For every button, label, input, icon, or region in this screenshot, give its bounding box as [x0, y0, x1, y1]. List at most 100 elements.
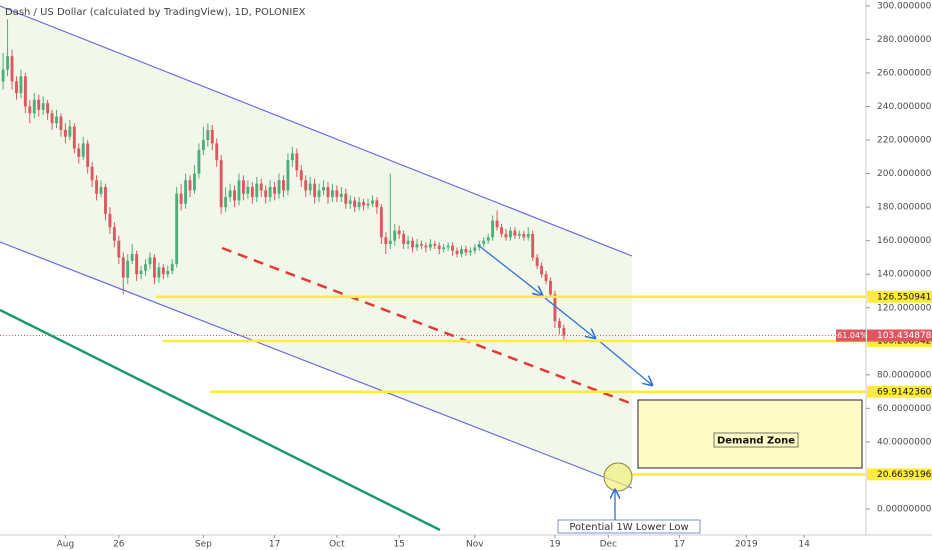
y-tick-label: 80.00000000	[877, 370, 932, 380]
candle-body	[553, 294, 557, 322]
candle-body	[304, 180, 308, 191]
candle-body	[90, 166, 94, 181]
candle-body	[228, 190, 232, 198]
candle-body	[437, 245, 441, 250]
candle-body	[1, 69, 5, 82]
candle-body	[108, 213, 112, 228]
candle-body	[50, 113, 54, 124]
candle-body	[255, 183, 259, 198]
candle-body	[68, 126, 72, 137]
candle-body	[215, 143, 219, 161]
candle-body	[201, 140, 205, 151]
x-tick-label: Oct	[329, 540, 345, 550]
candle-body	[526, 233, 530, 238]
arrow	[597, 339, 652, 385]
channel-upper	[0, 5, 633, 257]
y-tick-label: 160.00000000	[877, 236, 932, 246]
y-tick-label: 260.00000000	[877, 68, 932, 78]
candle-body	[6, 56, 10, 70]
level-label: 20.66391969	[877, 470, 932, 480]
candle-body	[397, 230, 401, 234]
candle-body	[117, 240, 121, 258]
candle-body	[406, 240, 410, 245]
x-tick-label: 17	[674, 540, 685, 550]
candle-body	[259, 183, 263, 191]
channel-lower	[0, 241, 633, 489]
candle-body	[540, 265, 544, 275]
candle-body	[28, 106, 32, 114]
highlight-circle	[603, 462, 633, 492]
candle-body	[411, 240, 414, 248]
candle-body	[500, 227, 503, 234]
candle-body	[37, 99, 41, 110]
y-tick-label: 180.00000000	[877, 203, 932, 213]
candle-body	[219, 160, 223, 208]
candle-body	[295, 153, 299, 171]
y-tick-label: 280.00000000	[877, 35, 932, 45]
candle-body	[424, 245, 428, 248]
candle-body	[486, 237, 490, 241]
candle-body	[460, 249, 463, 255]
candle-body	[473, 247, 477, 251]
candle-body	[348, 200, 352, 204]
candle-body	[495, 220, 499, 228]
candle-body	[531, 233, 535, 258]
candle-body	[59, 116, 63, 130]
candle-body	[179, 193, 183, 204]
candle-body	[139, 270, 143, 275]
y-tick-label: 240.00000000	[877, 102, 932, 112]
channel-fill	[0, 6, 632, 488]
candle-body	[23, 76, 27, 107]
candle-body	[246, 186, 250, 194]
candle-body	[326, 186, 330, 198]
candle-body	[517, 233, 521, 236]
candle-body	[10, 56, 14, 82]
trend-line	[0, 308, 441, 532]
candle-body	[237, 180, 241, 201]
candle-body	[126, 260, 130, 278]
candle-body	[557, 321, 561, 328]
candle-body	[188, 180, 192, 191]
candle-body	[535, 257, 539, 266]
candle-body	[130, 254, 134, 261]
candle-body	[393, 230, 397, 241]
candle-body	[402, 233, 406, 245]
x-tick-label: 14	[798, 540, 810, 550]
candle-body	[522, 233, 526, 238]
change-label: -61.04%	[834, 331, 868, 340]
candle-body	[433, 244, 437, 246]
candle-body	[286, 160, 290, 191]
level-label-box	[867, 385, 932, 398]
y-tick-label: 60.00000000	[877, 404, 932, 414]
candle-body	[428, 244, 432, 248]
candle-body	[299, 170, 303, 181]
candle-body	[95, 180, 99, 194]
y-tick-label: 300.00000000	[877, 1, 932, 11]
candle-body	[322, 186, 325, 191]
candle-body	[504, 233, 508, 238]
candle-body	[455, 250, 459, 255]
candle-body	[277, 180, 281, 194]
x-tick-label: Dec	[600, 540, 617, 550]
candle-body	[161, 267, 165, 275]
candle-body	[384, 237, 388, 245]
candle-body	[224, 197, 228, 208]
candle-body	[63, 129, 67, 137]
candle-body	[121, 257, 125, 278]
candle-body	[112, 227, 116, 241]
candle-body	[353, 200, 357, 208]
x-tick-label: 15	[393, 540, 404, 550]
candle-body	[419, 244, 423, 246]
x-tick-label: 26	[113, 540, 125, 550]
candle-body	[233, 190, 236, 201]
candle-body	[206, 129, 210, 141]
candle-body	[335, 190, 339, 198]
y-tick-label: 140.00000000	[877, 270, 932, 280]
level-label: 69.91423606	[877, 387, 932, 397]
candle-body	[157, 267, 161, 278]
level-label-box	[867, 468, 932, 481]
candle-body	[313, 183, 317, 198]
candle-body	[241, 180, 245, 194]
candle-body	[330, 190, 334, 198]
